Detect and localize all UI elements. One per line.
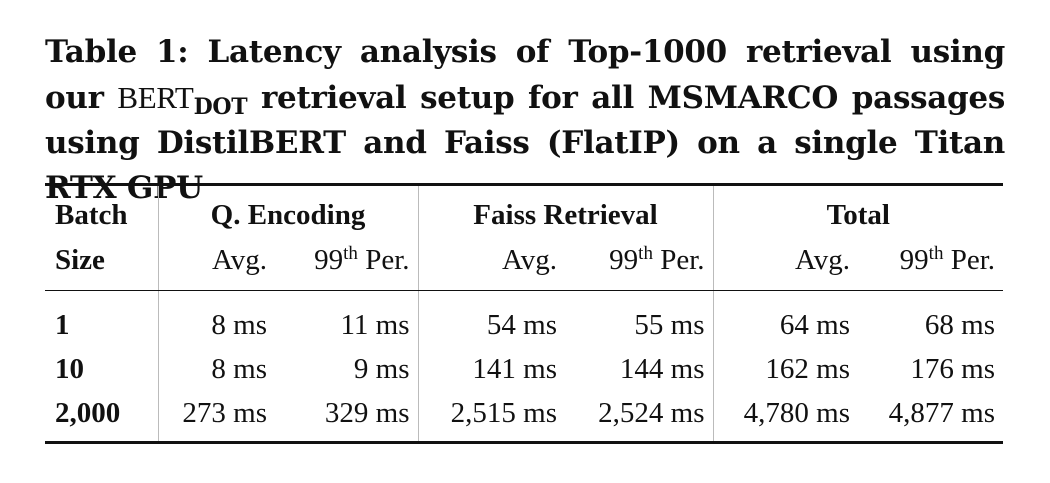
p99-header: 99th Per. [565, 243, 714, 291]
p99-header: 99th Per. [858, 243, 1004, 291]
group-header: Faiss Retrieval [417, 183, 714, 244]
latency-cell: 273 ms [157, 391, 275, 444]
latency-cell: 11 ms [340, 308, 410, 341]
p99-superscript: th [343, 243, 358, 264]
data-row: 1 8 ms 11 ms 54 ms 55 ms 64 ms 68 ms [45, 290, 1003, 347]
latency-cell: 4,877 ms [858, 391, 1004, 444]
latency-cell: 64 ms [712, 290, 859, 347]
group-header: Q. Encoding [157, 183, 418, 244]
batch-size: 2,000 [45, 391, 158, 444]
batch-header: Size [45, 244, 158, 291]
caption-text: Latency analysis of Top-1000 retrieval u… [45, 34, 1005, 116]
batch-header: Batch [45, 183, 158, 244]
p99-superscript: th [928, 243, 944, 264]
latency-cell: 68 ms [924, 308, 996, 341]
latency-cell: 9 ms [353, 352, 410, 385]
latency-cell: 144 ms [619, 352, 705, 385]
p99-suffix: Per. [950, 244, 996, 276]
caption-text: retrieval setup for all MSMARCO passages… [45, 80, 1006, 206]
latency-cell: 2,524 ms [565, 391, 714, 444]
model-subscript: DOT [193, 94, 248, 120]
p99-number: 99 [899, 244, 929, 276]
latency-cell: 8 ms [157, 347, 275, 391]
latency-cell: 8 ms [157, 290, 275, 347]
data-row: 2,000 273 ms 329 ms 2,515 ms 2,524 ms 4,780 m… [45, 391, 1004, 444]
p99-number: 99 [314, 244, 344, 276]
batch-size: 10 [55, 352, 84, 385]
avg-header: Avg. [712, 244, 859, 291]
latency-cell: 141 ms [417, 347, 565, 391]
caption-label: Table 1: [45, 34, 189, 70]
latency-cell: 2,515 ms [417, 391, 565, 444]
table-caption: Table 1: Latency analysis of Top-1000 re… [45, 30, 1005, 211]
p99-suffix: Per. [365, 244, 410, 276]
avg-header: Avg. [157, 244, 275, 291]
subheader-row: Size Avg. 99th Per. Avg. 99th Per. Avg. 99th P… [45, 243, 1004, 291]
latency-cell: 55 ms [634, 308, 705, 341]
p99-suffix: Per. [660, 244, 705, 276]
latency-cell: 329 ms [275, 391, 418, 444]
latency-cell: 162 ms [712, 347, 859, 391]
avg-header: Avg. [417, 244, 565, 291]
p99-superscript: th [638, 243, 653, 264]
latency-cell: 54 ms [417, 290, 565, 347]
model-name: BERT [117, 80, 194, 115]
latency-cell: 4,780 ms [712, 391, 859, 444]
data-row: 10 8 ms 9 ms 141 ms 144 ms 162 ms 176 ms [45, 347, 1003, 391]
latency-table: Batch Q. Encoding Faiss Retrieval Total Size… [45, 183, 1004, 444]
group-header: Total [712, 183, 1004, 244]
batch-size: 1 [55, 308, 70, 341]
p99-number: 99 [609, 244, 639, 276]
p99-header: 99th Per. [275, 244, 418, 291]
latency-cell: 176 ms [910, 352, 996, 385]
header-row: Batch Q. Encoding Faiss Retrieval Total [45, 183, 1004, 244]
